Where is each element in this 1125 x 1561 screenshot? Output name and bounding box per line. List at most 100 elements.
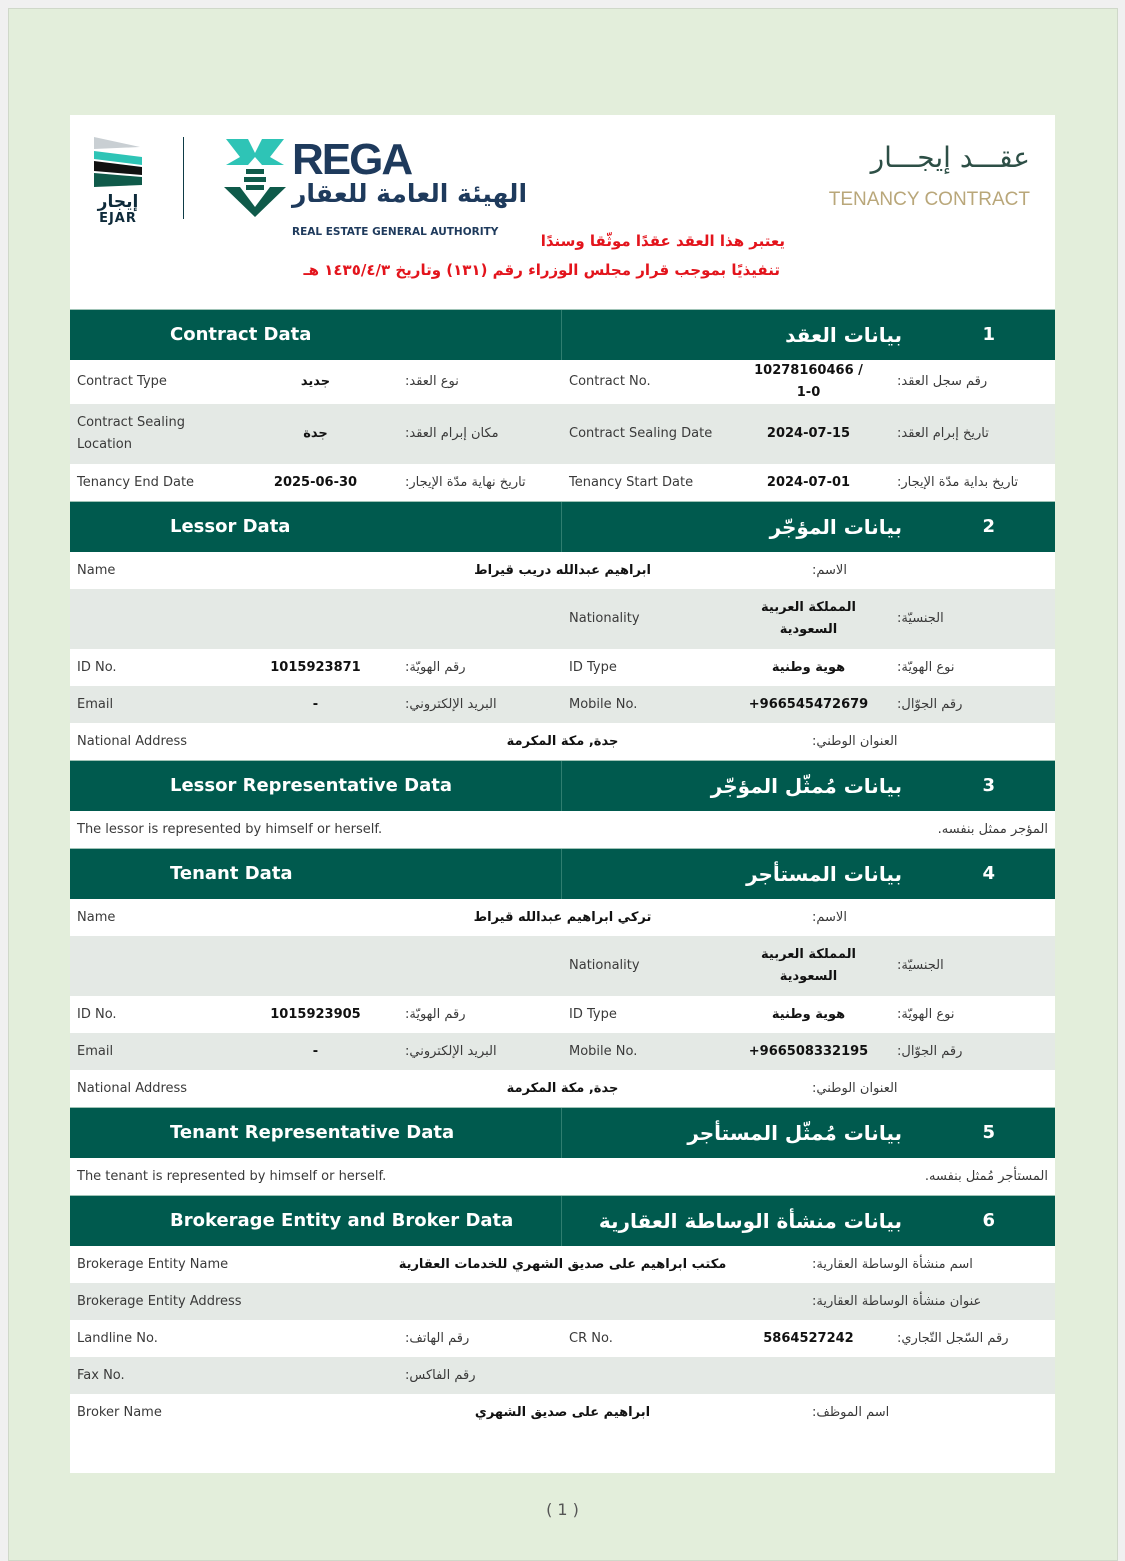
ejar-logo-en: EJAR — [99, 211, 137, 226]
field-value: المملكة العربية السعودية — [761, 600, 856, 637]
section-title-ar: بيانات المؤجّر — [769, 515, 902, 539]
field-label-en: Mobile No. — [569, 1043, 638, 1059]
section-1: Contract Data بيانات العقد 1 Contract Type ج… — [70, 309, 1055, 501]
table-row: Name ابراهيم عبدالله دريب قيراط الاسم: — [70, 552, 1055, 589]
field-label-ar: رقم الهويّة: — [405, 659, 466, 675]
field-value: 10278160466 / 1-0 — [754, 363, 863, 400]
section-title-en: Tenant Data — [70, 849, 562, 899]
section-3: Lessor Representative Data بيانات مُمثّل … — [70, 760, 1055, 848]
field-label-en: National Address — [77, 733, 188, 749]
field-label-en: ID Type — [569, 659, 617, 675]
field-value: 2024-07-01 — [766, 474, 851, 490]
table-row: National Address جدة, مكة المكرمة العنوان … — [70, 723, 1055, 760]
field-label-en: Mobile No. — [569, 696, 638, 712]
field-label-ar: نوع الهويّة: — [897, 1006, 955, 1022]
table-row: Tenancy End Date 2025-06-30 تاريخ نهاية مد… — [70, 464, 1055, 501]
notice-line-2: تنفيذيًا بموجب قرار مجلس الوزراء رقم (١٣… — [303, 261, 781, 279]
field-label-ar: العنوان الوطني: — [812, 1080, 898, 1096]
table-row: National Address جدة, مكة المكرمة العنوان … — [70, 1070, 1055, 1107]
field-label-en — [70, 936, 233, 996]
field-value — [233, 1357, 398, 1394]
field-label-ar: رقم الجوّال: — [897, 696, 963, 712]
field-label-en — [70, 589, 233, 649]
field-value: 2024-07-15 — [766, 426, 851, 441]
section-rows: Brokerage Entity Name مكتب ابراهيم على صد… — [70, 1246, 1055, 1431]
section-rows: The lessor is represented by himself or … — [70, 811, 1055, 848]
field-label-en: Name — [77, 562, 116, 578]
table-row: Nationality المملكة العربية السعودية الجنس… — [70, 936, 1055, 996]
table-row: Broker Name ابراهيم على صديق الشهري اسم ال… — [70, 1394, 1055, 1431]
title-ar: عقـــد إيجـــار — [870, 141, 1030, 174]
field-label-en: Contract Sealing Location — [77, 415, 185, 452]
section-number: 2 — [982, 516, 995, 537]
field-label-en: Fax No. — [77, 1367, 125, 1383]
field-label-en: ID Type — [569, 1006, 617, 1022]
section-number: 1 — [982, 324, 995, 345]
section-rows: Name ابراهيم عبدالله دريب قيراط الاسم: Nati… — [70, 552, 1055, 760]
ejar-logo: إيجار EJAR — [90, 135, 146, 226]
field-label-ar: الجنسيّة: — [897, 611, 944, 626]
table-row: Email - البريد الإلكتروني: Mobile No. +96654… — [70, 686, 1055, 723]
field-value: 1015923905 — [270, 1006, 361, 1022]
field-label-en — [562, 1357, 727, 1394]
field-label-en: Nationality — [569, 611, 640, 626]
title-en: TENANCY CONTRACT — [828, 189, 1030, 210]
field-label-ar: الاسم: — [812, 909, 847, 925]
field-label-en: Brokerage Entity Name — [77, 1256, 229, 1272]
section-title-ar: بيانات العقد — [785, 323, 902, 347]
field-label-en: National Address — [77, 1080, 188, 1096]
field-value: هوية وطنية — [771, 659, 846, 675]
section-title-ar: بيانات مُمثّل المؤجّر — [710, 774, 902, 798]
field-value: هوية وطنية — [771, 1006, 846, 1022]
field-label-en: Brokerage Entity Address — [77, 1293, 242, 1309]
field-label-ar: تاريخ إبرام العقد: — [897, 426, 989, 441]
field-label-ar: اسم منشأة الوساطة العقارية: — [812, 1256, 973, 1272]
logo-divider — [183, 137, 184, 219]
field-label-ar: البريد الإلكتروني: — [405, 696, 497, 712]
ejar-logo-ar: إيجار — [97, 192, 139, 212]
section-title-right: بيانات المستأجر 4 — [562, 849, 1055, 899]
rega-name-en: REAL ESTATE GENERAL AUTHORITY — [292, 226, 499, 238]
section-header: Tenant Representative Data بيانات مُمثّل … — [70, 1107, 1055, 1158]
section-number: 5 — [982, 1122, 995, 1143]
rega-name-ar: الهيئة العامة للعقار — [292, 179, 528, 208]
section-rows: The tenant is represented by himself or … — [70, 1158, 1055, 1195]
field-value — [233, 936, 398, 996]
field-label-ar: رقم الفاكس: — [405, 1367, 476, 1383]
field-label-ar: نوع الهويّة: — [897, 659, 955, 675]
section-title-en: Contract Data — [70, 310, 562, 360]
table-row: Email - البريد الإلكتروني: Mobile No. +96650… — [70, 1033, 1055, 1070]
section-header: Lessor Data بيانات المؤجّر 2 — [70, 501, 1055, 552]
section-title-en: Tenant Representative Data — [70, 1108, 562, 1158]
field-value: المملكة العربية السعودية — [761, 947, 856, 984]
table-row: Landline No. رقم الهاتف: CR No. 5864527242 ر… — [70, 1320, 1055, 1357]
section-title-right: بيانات المؤجّر 2 — [562, 502, 1055, 552]
field-label-ar: البريد الإلكتروني: — [405, 1043, 497, 1059]
document-header: إيجار EJAR REGA الهيئة العامة للعقار REA… — [70, 115, 1055, 309]
field-value — [233, 1320, 398, 1357]
field-value: ابراهيم على صديق الشهري — [474, 1404, 651, 1420]
section-header: Brokerage Entity and Broker Data بيانات م… — [70, 1195, 1055, 1246]
field-value — [727, 1357, 890, 1394]
contract-sections: Contract Data بيانات العقد 1 Contract Type ج… — [70, 309, 1055, 1431]
representation-note-en: The lessor is represented by himself or … — [77, 821, 383, 837]
rega-palm-icon — [224, 139, 286, 217]
table-row: ID No. 1015923905 رقم الهويّة: ID Type هوية … — [70, 996, 1055, 1033]
section-title-en: Lessor Data — [70, 502, 562, 552]
field-label-en: Email — [77, 696, 114, 712]
table-row: Brokerage Entity Name مكتب ابراهيم على صد… — [70, 1246, 1055, 1283]
representation-note-en: The tenant is represented by himself or … — [77, 1168, 387, 1184]
table-row: The lessor is represented by himself or … — [70, 811, 1055, 848]
section-header: Lessor Representative Data بيانات مُمثّل … — [70, 760, 1055, 811]
tenancy-contract-document: إيجار EJAR REGA الهيئة العامة للعقار REA… — [70, 115, 1055, 1473]
field-value: +966545472679 — [748, 696, 869, 712]
field-value — [233, 589, 398, 649]
field-value: 1015923871 — [270, 659, 361, 675]
field-label-ar: نوع العقد: — [405, 374, 459, 389]
field-label-ar: اسم الموظف: — [812, 1404, 890, 1420]
section-rows: Contract Type جديد نوع العقد: Contract No. 1… — [70, 360, 1055, 501]
field-value: مكتب ابراهيم على صديق الشهري للخدمات الع… — [398, 1256, 727, 1272]
rega-wordmark: REGA — [292, 135, 413, 184]
section-5: Tenant Representative Data بيانات مُمثّل … — [70, 1107, 1055, 1195]
field-value: جدة, مكة المكرمة — [506, 1080, 619, 1096]
